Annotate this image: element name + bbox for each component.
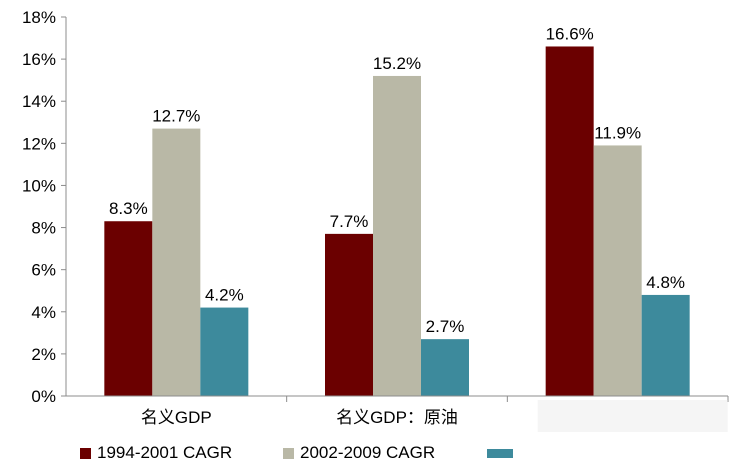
x-category-label: 名义GDP <box>141 408 212 427</box>
obscured-category-label <box>537 400 728 432</box>
y-tick-label: 6% <box>31 261 56 280</box>
data-label-series-2-2: 15.2% <box>373 54 421 73</box>
bar-series-3-2 <box>421 339 469 396</box>
data-labels: 8.3% 7.7% 16.6% 12.7% 15.2% 11.9% 4.2% 2.7% 4.8% <box>109 24 685 336</box>
legend-label-series-2: 2002-2009 CAGR <box>300 443 436 462</box>
x-category-label: 名义GDP：原油 <box>336 408 458 427</box>
data-label-series-1-3: 16.6% <box>546 24 594 43</box>
legend: 1994-2001 CAGR 2002-2009 CAGR <box>0 436 733 470</box>
y-axis: 0% 2% 4% 6% 8% 10% 12% 14% 16% 18% <box>22 8 67 406</box>
data-label-series-3-1: 4.2% <box>205 286 244 305</box>
y-tick-label: 14% <box>22 92 56 111</box>
bar-series-3-1 <box>200 307 249 396</box>
data-label-series-2-1: 12.7% <box>152 107 200 126</box>
bar-series-1-3 <box>545 46 594 396</box>
data-label-series-3-2: 2.7% <box>426 317 465 336</box>
legend-swatch-series-3 <box>487 448 513 458</box>
y-tick-label: 12% <box>22 134 56 153</box>
legend-swatch-series-2 <box>283 447 294 459</box>
data-label-series-2-3: 11.9% <box>594 123 641 142</box>
bar-series-1-2 <box>325 233 373 396</box>
legend-item-series-2: 2002-2009 CAGR <box>283 442 435 464</box>
x-axis: 名义GDP 名义GDP：原油 <box>66 395 729 432</box>
bar-series-2-3 <box>593 145 642 396</box>
y-tick-label: 2% <box>31 345 56 364</box>
bar-chart: 0% 2% 4% 6% 8% 10% 12% 14% 16% 18% 8.3% 7.7% 16.6% 1… <box>21 8 729 432</box>
bars <box>104 46 690 396</box>
legend-label-series-1: 1994-2001 CAGR <box>97 443 233 462</box>
legend-item-series-3 <box>487 442 519 464</box>
legend-item-series-1: 1994-2001 CAGR <box>80 442 232 464</box>
y-tick-label: 4% <box>31 303 56 322</box>
y-tick-label: 0% <box>31 387 56 406</box>
y-tick-label: 10% <box>22 176 56 195</box>
bar-series-2-2 <box>373 75 421 396</box>
bar-series-1-1 <box>104 221 153 396</box>
y-tick-label: 8% <box>31 219 56 238</box>
data-label-series-1-1: 8.3% <box>109 199 148 218</box>
y-tick-label: 18% <box>22 8 56 27</box>
y-tick-label: 16% <box>22 50 56 69</box>
data-label-series-1-2: 7.7% <box>330 212 369 231</box>
bar-series-3-3 <box>641 294 690 396</box>
data-label-series-3-3: 4.8% <box>646 273 685 292</box>
bar-series-2-1 <box>152 128 201 396</box>
legend-swatch-series-1 <box>80 447 91 459</box>
